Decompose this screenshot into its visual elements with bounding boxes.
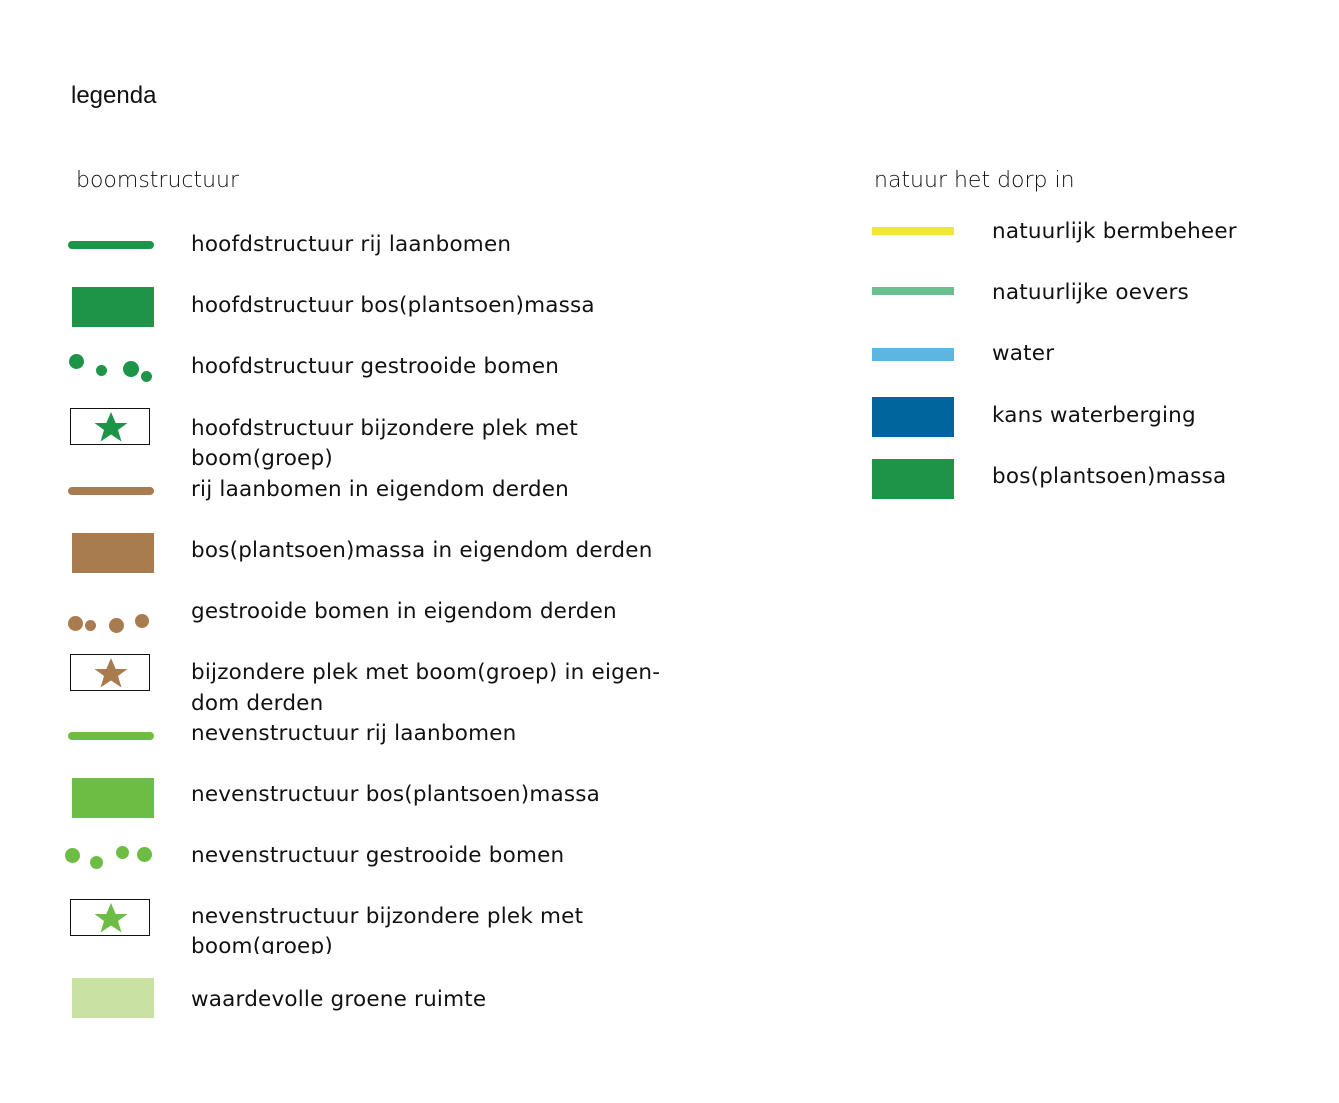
- legend-label: nevenstructuur bijzondere plek met: [191, 904, 584, 929]
- star-icon: [94, 903, 128, 933]
- legend-label: bos(plantsoen)massa: [992, 464, 1227, 489]
- bosmassa-symbol: [872, 459, 954, 499]
- legend-label: hoofdstructuur rij laanbomen: [191, 232, 512, 257]
- legend-title: legenda: [71, 82, 157, 109]
- legend-label: hoofdstructuur bos(plantsoen)massa: [191, 293, 595, 318]
- legend-label: nevenstructuur gestrooide bomen: [191, 843, 565, 868]
- legend-label: nevenstructuur rij laanbomen: [191, 721, 517, 746]
- hoofd-bijzondere-plek-symbol: [70, 408, 150, 445]
- legend-label: natuurlijk bermbeheer: [992, 219, 1237, 244]
- natuurlijke-oevers-symbol: [872, 287, 954, 295]
- legend-label: dom derden: [191, 691, 324, 716]
- waardevolle-groene-ruimte-symbol: [72, 978, 154, 1018]
- neven-gestrooide-bomen-symbol: [62, 844, 156, 872]
- legend-label: waardevolle groene ruimte: [191, 987, 487, 1012]
- derden-rij-laanbomen-symbol: [68, 487, 154, 495]
- neven-bijzondere-plek-symbol: [70, 899, 150, 936]
- hoofd-rij-laanbomen-symbol: [68, 241, 154, 249]
- derden-bijzondere-plek-symbol: [70, 654, 150, 691]
- boomstructuur-heading: boomstructuur: [76, 168, 240, 193]
- legend-label: bos(plantsoen)massa in eigendom derden: [191, 538, 653, 563]
- star-icon: [94, 412, 128, 442]
- derden-gestrooide-bomen-symbol: [66, 610, 156, 636]
- star-icon: [94, 658, 128, 688]
- legend-label: hoofdstructuur bijzondere plek met: [191, 416, 578, 441]
- water-symbol: [872, 348, 954, 361]
- hoofd-bosmassa-symbol: [72, 287, 154, 327]
- kans-waterberging-symbol: [872, 397, 954, 437]
- legend-label: bijzondere plek met boom(groep) in eigen…: [191, 660, 661, 685]
- neven-rij-laanbomen-symbol: [68, 732, 154, 740]
- neven-bosmassa-symbol: [72, 778, 154, 818]
- natuurlijk-bermbeheer-symbol: [872, 227, 954, 235]
- legend-label: kans waterberging: [992, 403, 1196, 428]
- legend-label: natuurlijke oevers: [992, 280, 1189, 305]
- legend-label: boom(groep): [191, 446, 333, 471]
- hoofd-gestrooide-bomen-symbol: [66, 352, 156, 386]
- legend-label: rij laanbomen in eigendom derden: [191, 477, 569, 502]
- legend-label: nevenstructuur bos(plantsoen)massa: [191, 782, 601, 807]
- derden-bosmassa-symbol: [72, 533, 154, 573]
- natuur-heading: natuur het dorp in: [874, 168, 1075, 193]
- legend-label: gestrooide bomen in eigendom derden: [191, 599, 617, 624]
- legend-label: hoofdstructuur gestrooide bomen: [191, 354, 560, 379]
- legend-label: water: [992, 341, 1055, 366]
- legend-label: boom(groep): [191, 934, 333, 954]
